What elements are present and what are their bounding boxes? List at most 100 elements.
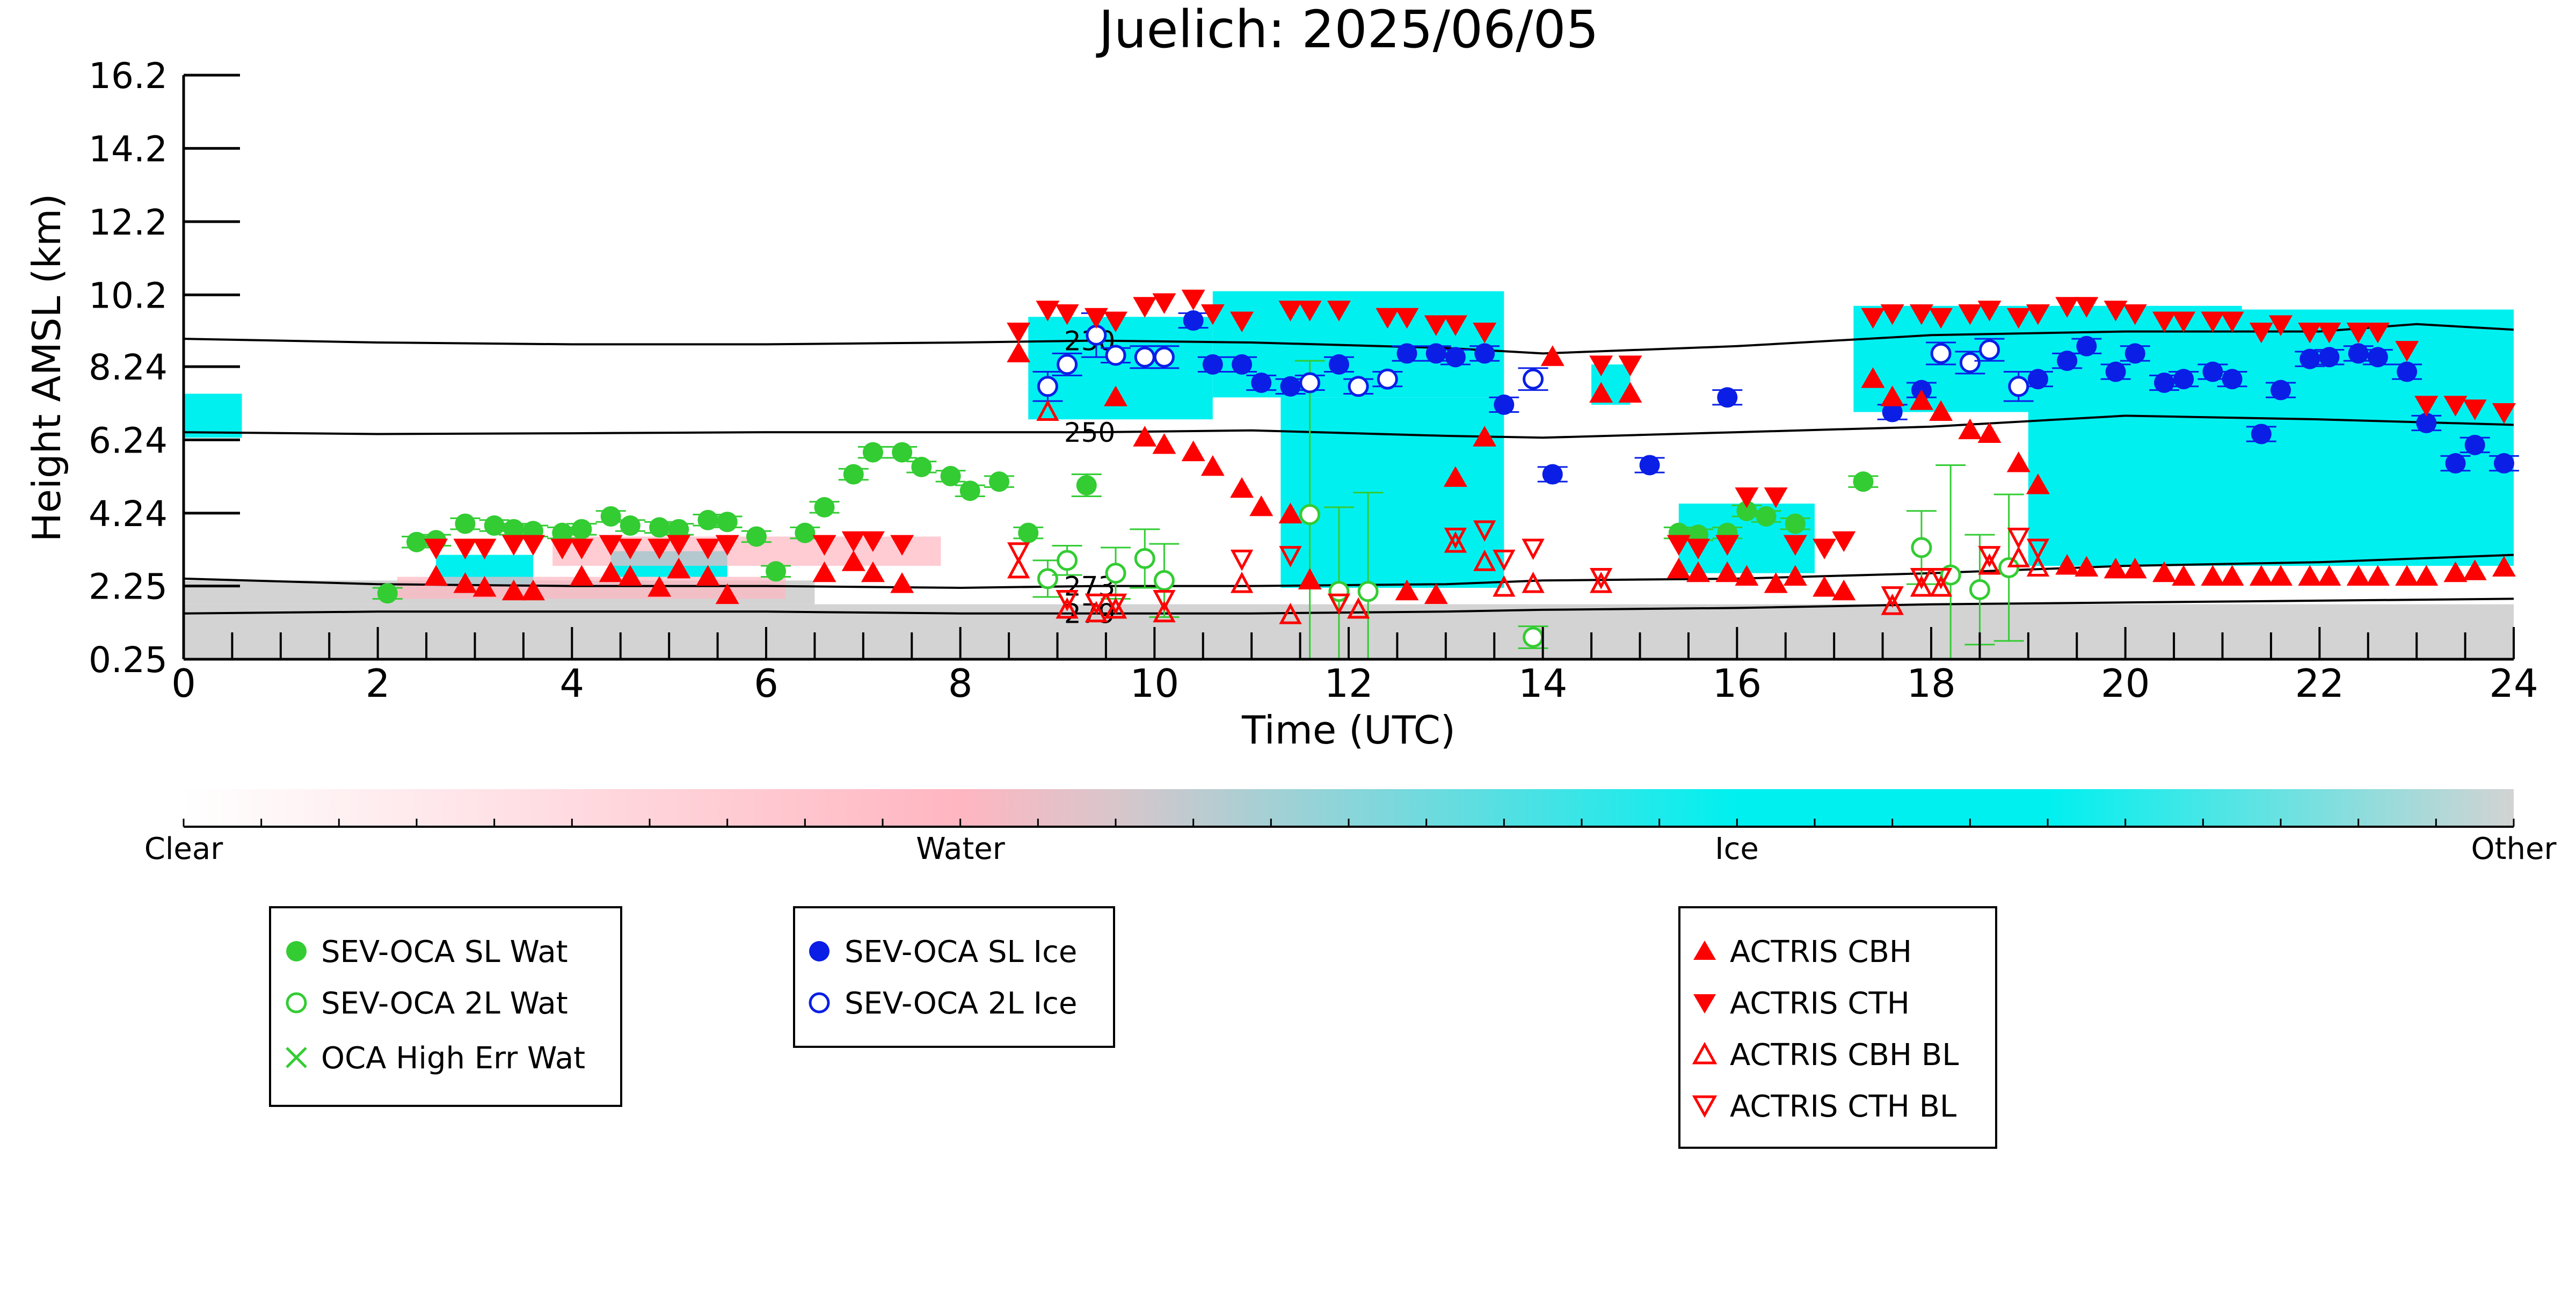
point-actris-cbh — [2006, 451, 2031, 472]
point-actris-cbh — [1861, 367, 1885, 388]
point-actris-cth — [2075, 297, 2099, 318]
point-actris-cbh — [2075, 556, 2099, 577]
x-tick-label: 10 — [1130, 661, 1180, 706]
point-sev-oca-sl-wat — [484, 515, 505, 536]
point-actris-cth — [2123, 304, 2147, 325]
point-sev-oca-2l-ice — [1086, 324, 1107, 346]
point-actris-cbh — [1230, 477, 1254, 498]
point-sev-oca-sl-wat — [1756, 506, 1777, 527]
legend-ice: SEV-OCA SL Ice SEV-OCA 2L Ice — [793, 906, 1115, 1048]
colorbar-label-clear: Clear — [144, 832, 223, 866]
phase-colorbar: Clear Water Ice Other — [144, 789, 2557, 866]
isotherm-279 — [184, 597, 2514, 615]
point-actris-cbh — [1667, 557, 1691, 579]
point-actris-cth-bl — [1978, 546, 2001, 567]
point-actris-cth — [1880, 304, 1904, 325]
legend-label-2l-wat: SEV-OCA 2L Wat — [321, 986, 568, 1021]
point-actris-cth — [570, 538, 594, 559]
point-actris-cth-bl — [2007, 527, 2030, 549]
point-sev-oca-sl-ice — [1474, 343, 1495, 364]
legend-marker-sl-ice — [809, 941, 829, 961]
x-tick-label: 2 — [366, 661, 390, 706]
point-sev-oca-2l-wat — [1911, 537, 1932, 558]
point-actris-cbh — [2317, 565, 2341, 586]
isotherm-250 — [184, 414, 2514, 439]
point-actris-cbh — [1909, 389, 1933, 410]
point-actris-cth — [1298, 301, 1322, 322]
point-actris-cbh-bl — [2026, 555, 2050, 577]
point-actris-cth-bl — [1493, 549, 1516, 571]
point-sev-oca-sl-wat — [600, 506, 621, 527]
point-actris-cbh — [472, 575, 497, 597]
point-actris-cth — [1376, 308, 1400, 329]
y-axis-label: Height AMSL (km) — [24, 194, 69, 542]
x-tick-label: 8 — [948, 661, 973, 706]
point-sev-oca-sl-ice — [1882, 402, 1903, 422]
y-ticks: 0.25 2.25 4.24 6.24 8.24 10.2 12.2 14.2 16.2 — [89, 55, 240, 681]
point-actris-cth — [453, 538, 477, 559]
colorbar-label-water: Water — [916, 832, 1006, 866]
point-actris-cbh — [453, 572, 477, 593]
point-sev-oca-sl-ice — [1202, 354, 1223, 375]
point-actris-cbh — [2463, 559, 2487, 580]
x-tick-label: 4 — [559, 661, 584, 706]
point-actris-cth — [1181, 289, 1205, 311]
point-actris-cbh — [1104, 385, 1127, 406]
point-actris-cbh — [2201, 565, 2225, 586]
point-sev-oca-2l-ice — [1377, 368, 1398, 390]
point-sev-oca-2l-ice — [1153, 346, 1175, 368]
point-actris-cth-bl — [1104, 593, 1127, 615]
point-actris-cth — [1200, 304, 1225, 325]
data-points — [372, 289, 2519, 660]
point-sev-oca-2l-ice — [1037, 376, 1058, 397]
point-actris-cth — [1813, 538, 1837, 559]
point-actris-cbh — [1540, 345, 1564, 366]
point-actris-cbh — [1181, 440, 1205, 462]
point-actris-cbh-bl — [1444, 531, 1467, 553]
cloud-phase-field — [184, 291, 2514, 659]
point-actris-cth — [501, 535, 526, 556]
point-actris-cbh-bl — [1929, 575, 1953, 597]
point-sev-oca-sl-ice — [2319, 347, 2340, 368]
chart-title: Juelich: 2025/06/05 — [1096, 0, 1598, 60]
point-actris-cth — [1036, 301, 1060, 322]
point-actris-cth — [1152, 293, 1176, 314]
point-sev-oca-sl-wat — [668, 519, 689, 540]
point-actris-cth — [647, 538, 672, 559]
point-actris-cbh-bl — [1978, 553, 2001, 575]
point-actris-cbh — [2055, 554, 2079, 575]
x-tick-label: 16 — [1713, 661, 1762, 706]
point-actris-cbh-bl — [1230, 571, 1254, 593]
point-actris-cbh — [2269, 565, 2293, 586]
point-actris-cth — [861, 531, 885, 552]
point-actris-cth — [1861, 308, 1885, 329]
point-actris-cth — [1764, 487, 1788, 508]
point-actris-cbh — [570, 565, 594, 586]
point-actris-cth — [1715, 535, 1740, 556]
point-sev-oca-sl-ice — [1425, 343, 1446, 364]
point-actris-cth — [2395, 341, 2419, 362]
y-tick-label: 8.24 — [89, 347, 168, 388]
point-actris-cth — [2104, 301, 2128, 322]
point-actris-cbh — [812, 561, 836, 582]
point-actris-cbh — [501, 579, 526, 601]
isotherm-273 — [184, 553, 2514, 589]
point-sev-oca-sl-wat — [406, 531, 427, 552]
point-actris-cth — [715, 535, 739, 556]
point-sev-oca-sl-wat — [795, 522, 816, 543]
point-sev-oca-2l-wat — [1998, 557, 2020, 578]
point-actris-cbh — [1200, 455, 1225, 476]
point-sev-oca-sl-ice — [2154, 372, 2174, 393]
point-actris-cbh — [2220, 565, 2244, 586]
point-sev-oca-sl-wat — [1076, 475, 1097, 495]
point-sev-oca-2l-ice — [1299, 372, 1321, 393]
point-actris-cbh — [1278, 502, 1302, 524]
point-sev-oca-sl-wat — [843, 464, 864, 485]
point-sev-oca-sl-ice — [1280, 376, 1301, 397]
point-sev-oca-sl-wat — [1736, 500, 1757, 521]
legend-label-sl-ice: SEV-OCA SL Ice — [845, 935, 1077, 970]
x-tick-label: 20 — [2101, 661, 2150, 706]
point-actris-cbh-bl — [1590, 571, 1613, 593]
point-actris-cbh — [1977, 422, 2002, 443]
point-sev-oca-sl-ice — [2202, 361, 2223, 382]
